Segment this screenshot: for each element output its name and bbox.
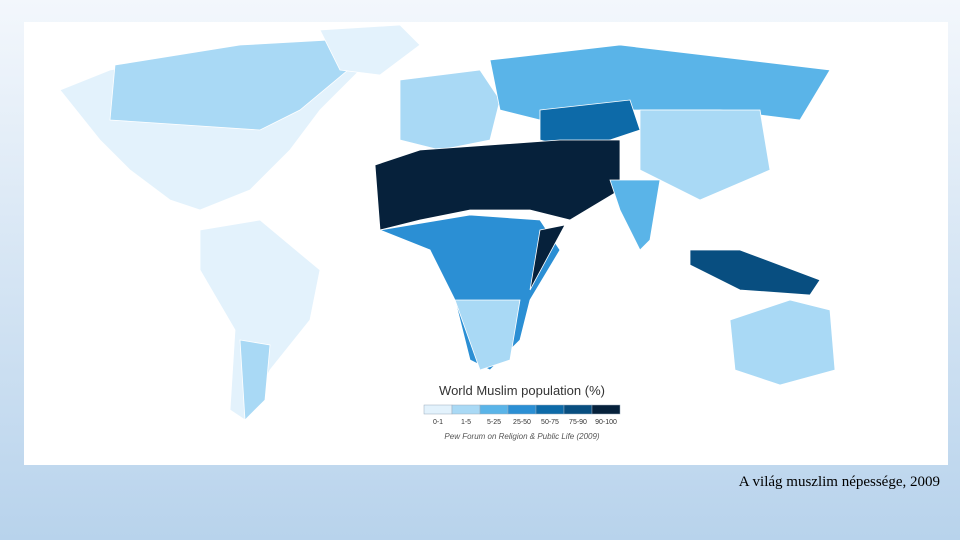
- legend-title: World Muslim population (%): [439, 383, 605, 398]
- legend-swatch: [591, 404, 621, 415]
- legend-label: 0-1: [433, 419, 443, 426]
- indonesia: [689, 249, 821, 296]
- world-map: [59, 24, 836, 421]
- argentina: [239, 339, 271, 421]
- legend: 0-1 1-5 5-25 25-50 50-75 75-90 90-100: [423, 404, 621, 426]
- legend-label: 25-50: [513, 419, 531, 426]
- australia: [729, 299, 836, 386]
- legend-label: 90-100: [595, 419, 617, 426]
- middle-east-north-africa: [374, 139, 621, 231]
- europe: [399, 69, 501, 151]
- china: [639, 109, 771, 201]
- canada: [109, 39, 361, 131]
- legend-swatch: [451, 404, 481, 415]
- legend-label: 5-25: [487, 419, 501, 426]
- india: [609, 179, 661, 251]
- legend-label: 75-90: [569, 419, 587, 426]
- legend-swatch: [563, 404, 593, 415]
- caption: A világ muszlim népessége, 2009: [739, 474, 940, 490]
- legend-label: 50-75: [541, 419, 559, 426]
- greenland: [319, 24, 421, 76]
- somalia: [529, 224, 566, 291]
- legend-label: 1-5: [461, 419, 471, 426]
- legend-swatch: [507, 404, 537, 415]
- legend-swatch: [535, 404, 565, 415]
- legend-swatch: [423, 404, 453, 415]
- southern-africa: [454, 299, 521, 371]
- source: Pew Forum on Religion & Public Life (200…: [444, 432, 600, 441]
- legend-swatch: [479, 404, 509, 415]
